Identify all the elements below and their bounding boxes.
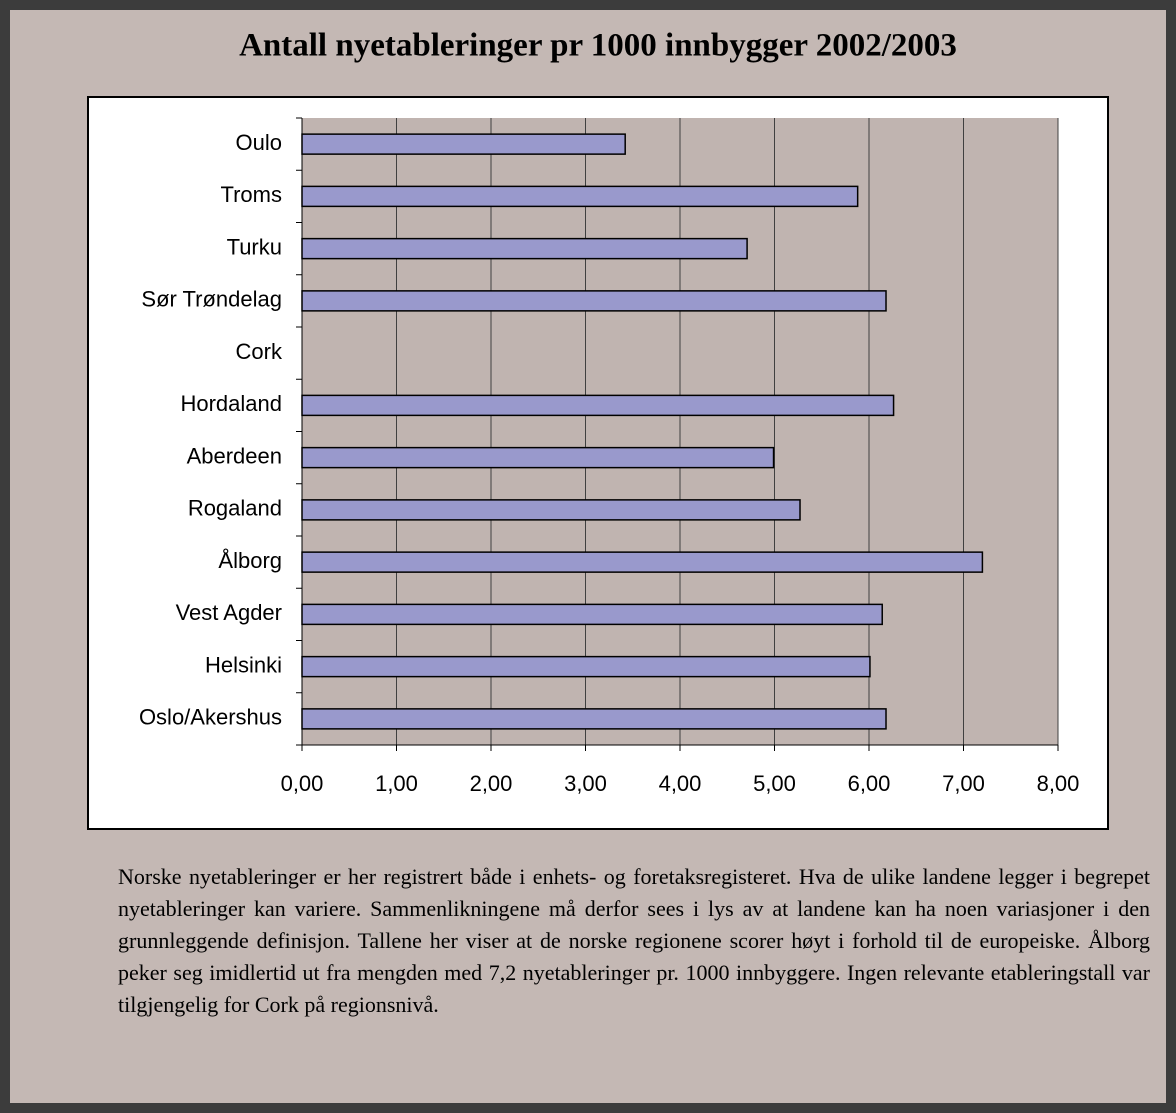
bar xyxy=(301,290,887,312)
y-tick-label: Sør Trøndelag xyxy=(141,287,282,312)
y-tick-label: Aberdeen xyxy=(187,443,282,468)
y-tick-label: Vest Agder xyxy=(176,600,282,625)
chart: Antall nyetableringer pr 1000 innbygger … xyxy=(87,28,1109,830)
x-tick-label: 7,00 xyxy=(942,771,985,796)
y-tick-label: Troms xyxy=(220,182,282,207)
bar xyxy=(301,551,984,573)
x-tick-label: 6,00 xyxy=(848,771,891,796)
paragraph: Norske nyetableringer er her registrert … xyxy=(118,864,1150,1017)
y-tick-label: Turku xyxy=(227,234,282,259)
y-tick-label: Helsinki xyxy=(205,652,282,677)
bar xyxy=(301,185,859,208)
bar xyxy=(301,237,748,260)
x-tick-label: 2,00 xyxy=(470,771,513,796)
bar xyxy=(301,603,883,626)
bar xyxy=(301,446,775,469)
bar xyxy=(301,708,887,730)
y-tick-label: Ålborg xyxy=(218,548,282,573)
x-tick-label: 0,00 xyxy=(281,771,324,796)
x-tick-label: 8,00 xyxy=(1037,771,1080,796)
y-tick-label: Oslo/Akershus xyxy=(139,705,282,730)
bar xyxy=(301,655,871,678)
y-tick-label: Oulo xyxy=(236,130,282,155)
x-tick-label: 4,00 xyxy=(659,771,702,796)
bar xyxy=(301,499,801,521)
y-tick-label: Cork xyxy=(236,339,283,364)
y-tick-label: Rogaland xyxy=(188,496,282,521)
bar xyxy=(301,133,626,155)
x-tick-label: 3,00 xyxy=(564,771,607,796)
y-tick-label: Hordaland xyxy=(180,391,282,416)
x-tick-label: 5,00 xyxy=(753,771,796,796)
chart-title: Antall nyetableringer pr 1000 innbygger … xyxy=(239,28,957,64)
x-tick-label: 1,00 xyxy=(375,771,418,796)
bar xyxy=(301,394,895,417)
